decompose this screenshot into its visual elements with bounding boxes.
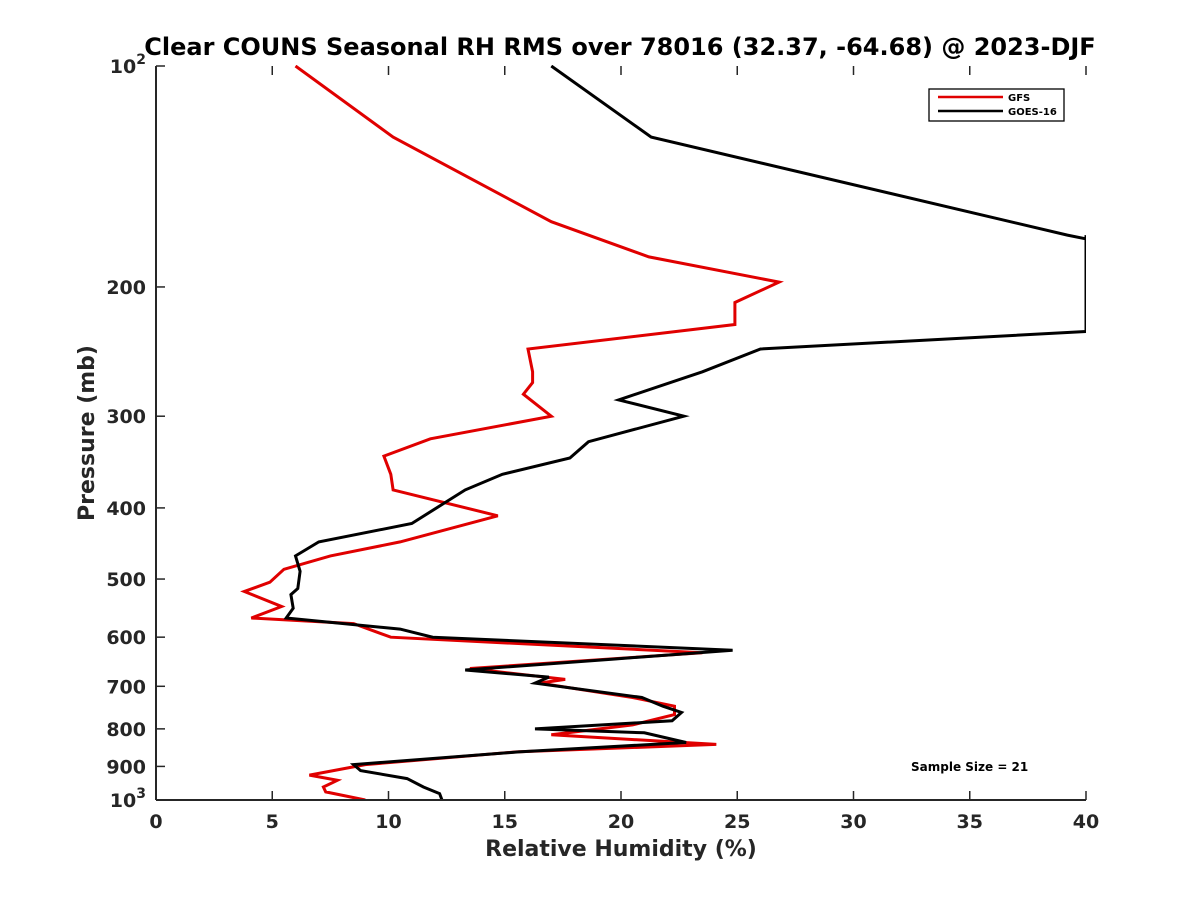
plot-lines — [240, 65, 1086, 801]
y-tick-label: 800 — [106, 719, 146, 741]
y-tick-label: 500 — [106, 569, 146, 591]
chart-title: Clear COUNS Seasonal RH RMS over 78016 (… — [144, 33, 1095, 61]
y-tick-label: 900 — [106, 756, 146, 778]
y-tick-label: 400 — [106, 498, 146, 520]
x-tick-label: 10 — [375, 811, 401, 833]
y-tick-label-power: 103 — [110, 786, 146, 812]
legend-box — [928, 88, 1065, 122]
x-tick-label: 40 — [1073, 811, 1099, 833]
y-tick-label: 600 — [106, 627, 146, 649]
y-axis-label: Pressure (mb) — [75, 345, 100, 521]
x-tick-label: 15 — [492, 811, 518, 833]
series-line-gfs — [240, 65, 784, 801]
sample-size-annotation: Sample Size = 21 — [911, 760, 1028, 774]
x-ticks: 0 5 10 15 20 25 30 35 40 — [149, 66, 1099, 833]
y-ticks: 200 300 400 500 600 700 800 900 102 103 — [106, 52, 165, 812]
legend-label-gfs: GFS — [1008, 93, 1030, 104]
x-tick-label: 25 — [724, 811, 750, 833]
y-tick-label: 300 — [106, 406, 146, 428]
legend: GFS GOES-16 — [928, 88, 1065, 122]
x-tick-label: 20 — [608, 811, 634, 833]
x-axis-label: Relative Humidity (%) — [485, 837, 757, 862]
y-tick-label-power: 102 — [110, 52, 146, 78]
x-tick-label: 35 — [957, 811, 983, 833]
x-tick-label: 0 — [149, 811, 162, 833]
y-tick-label: 700 — [106, 676, 146, 698]
series-line-goes16 — [283, 65, 1086, 801]
x-tick-label: 5 — [266, 811, 279, 833]
x-tick-label: 30 — [840, 811, 866, 833]
y-tick-label: 200 — [106, 277, 146, 299]
legend-label-goes16: GOES-16 — [1008, 107, 1057, 118]
